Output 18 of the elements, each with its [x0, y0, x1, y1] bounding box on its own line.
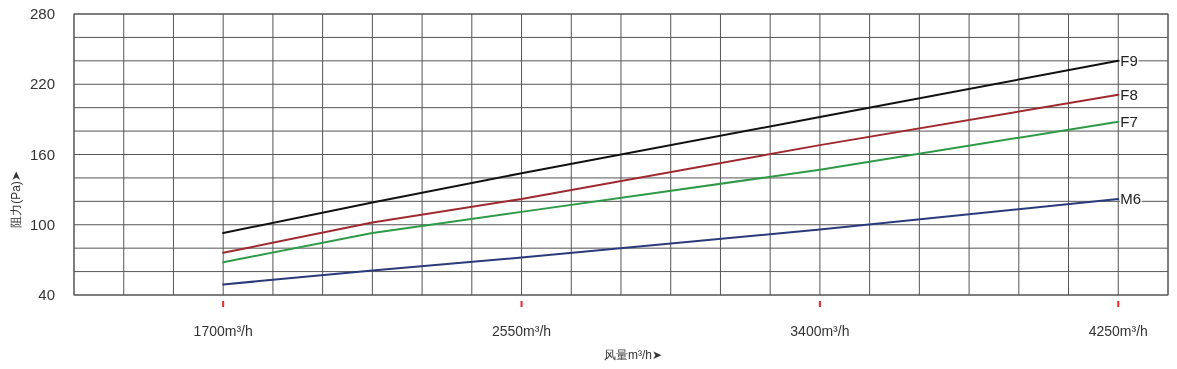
y-tick-label: 280 [29, 5, 55, 22]
x-tick-label: 2550m³/h [491, 323, 552, 339]
x-tick-label: 4250m³/h [1088, 323, 1148, 339]
line-series [222, 197, 1120, 286]
line-series [222, 93, 1120, 254]
x-axis-title: 风量m³/h➤ [604, 348, 662, 362]
line-series [222, 120, 1120, 264]
series-label: F9 [1120, 51, 1138, 69]
x-tick-label: 1700m³/h [193, 323, 253, 339]
y-tick-label: 100 [29, 215, 55, 233]
y-axis-title: 阻力(Pa)➤ [9, 171, 23, 228]
y-tick-label: 160 [29, 145, 55, 163]
x-tick-label: 3400m³/h [790, 323, 850, 339]
y-tick-label: 40 [38, 286, 55, 303]
line-series [222, 59, 1120, 234]
y-tick-label: 220 [29, 75, 55, 93]
series-label: F8 [1120, 85, 1138, 103]
series-label: F7 [1120, 112, 1138, 130]
